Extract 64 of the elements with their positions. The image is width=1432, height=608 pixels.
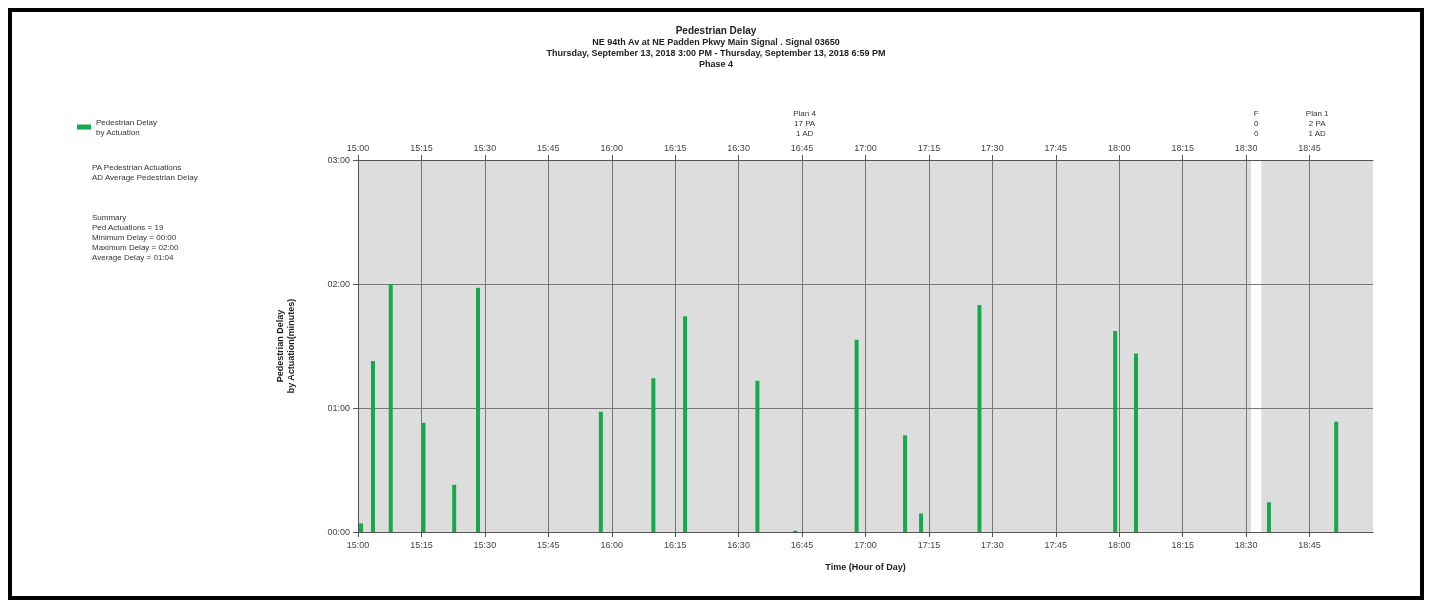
text: Summary Ped Actuations = 19 Minimum Delay = 00:00 Maximum Delay = 02:00 Average Delay = 01:04: [92, 212, 180, 262]
bar: [651, 378, 656, 532]
legend-label: Pedestrian Delay by Actuation: [96, 117, 157, 137]
chart-subtitle: NE 94th Av at NE Padden Pkwy Main Signal . Signal 03650 Thursday, September 13, 2018 3:00 PM - Thursday, September 13, 2018 6:59 PM Phase 4: [546, 36, 886, 69]
x-tick-label: 15:45: [537, 539, 560, 550]
x-tick-label: 16:15: [663, 539, 687, 550]
bar: [1134, 353, 1138, 532]
y-tick-label: 03:00: [327, 155, 350, 165]
bar: [388, 284, 393, 532]
bar: [1334, 421, 1339, 532]
text: PA Pedestrian Actuations AD Average Pedestrian Delay: [92, 162, 198, 182]
x2-tick-label: 17:15: [917, 142, 941, 153]
bar: [919, 513, 924, 532]
x2-tick-label: 15:30: [473, 142, 497, 153]
bar: [903, 435, 908, 532]
x-tick-label: 15:00: [346, 539, 370, 550]
y-axis-title: Pedestrian Delay by Actuation(minutes): [274, 298, 296, 394]
x2-tick-label: 16:15: [663, 142, 687, 153]
x-tick-label: 18:45: [1298, 539, 1321, 550]
x2-tick-label: 15:45: [537, 142, 560, 153]
x-tick-label: 17:30: [981, 539, 1004, 550]
y-tick-label: 00:00: [327, 527, 350, 537]
x-tick-label: 17:15: [917, 539, 941, 550]
bar: [452, 484, 457, 532]
bar: [598, 411, 603, 532]
x2-tick-label: 17:30: [981, 142, 1004, 153]
bar: [359, 523, 364, 532]
bar: [370, 360, 375, 532]
band-label: Plan 1 2 PA 1 AD: [1305, 108, 1330, 138]
x2-tick-label: 15:00: [346, 142, 370, 153]
bar: [854, 339, 859, 532]
x-tick-label: 16:30: [727, 539, 750, 550]
x2-tick-label: 15:15: [410, 142, 433, 153]
band-label: Plan 4 17 PA 1 AD: [793, 108, 817, 138]
x-tick-label: 17:00: [854, 539, 877, 550]
x2-tick-label: 16:30: [727, 142, 750, 153]
band-label: F 0 0: [1253, 108, 1260, 138]
x-tick-label: 15:15: [410, 539, 433, 550]
bar: [683, 316, 688, 532]
bar: [1266, 502, 1271, 532]
x2-tick-label: 18:45: [1298, 142, 1321, 153]
x2-tick-label: 18:30: [1234, 142, 1258, 153]
x-axis-title: Time (Hour of Day): [825, 561, 906, 572]
x-tick-label: 18:00: [1107, 539, 1131, 550]
y-tick-label: 01:00: [327, 403, 350, 413]
bar: [1113, 331, 1118, 532]
x2-tick-label: 17:45: [1044, 142, 1068, 153]
x-tick-label: 15:30: [473, 539, 497, 550]
x-tick-label: 16:45: [790, 539, 814, 550]
x-tick-label: 17:45: [1044, 539, 1068, 550]
x2-tick-label: 16:00: [600, 142, 624, 153]
y-tick-label: 02:00: [327, 279, 350, 289]
x2-tick-label: 18:00: [1107, 142, 1131, 153]
bar: [977, 305, 982, 532]
bar: [421, 422, 426, 532]
x2-tick-label: 18:15: [1171, 142, 1194, 153]
bar: [476, 287, 481, 532]
bar: [755, 380, 760, 532]
x-tick-label: 18:15: [1171, 539, 1194, 550]
chart-title: Pedestrian Delay: [675, 24, 757, 36]
x2-tick-label: 16:45: [790, 142, 814, 153]
x-tick-label: 18:30: [1234, 539, 1258, 550]
x-tick-label: 16:00: [600, 539, 624, 550]
x2-tick-label: 17:00: [854, 142, 877, 153]
